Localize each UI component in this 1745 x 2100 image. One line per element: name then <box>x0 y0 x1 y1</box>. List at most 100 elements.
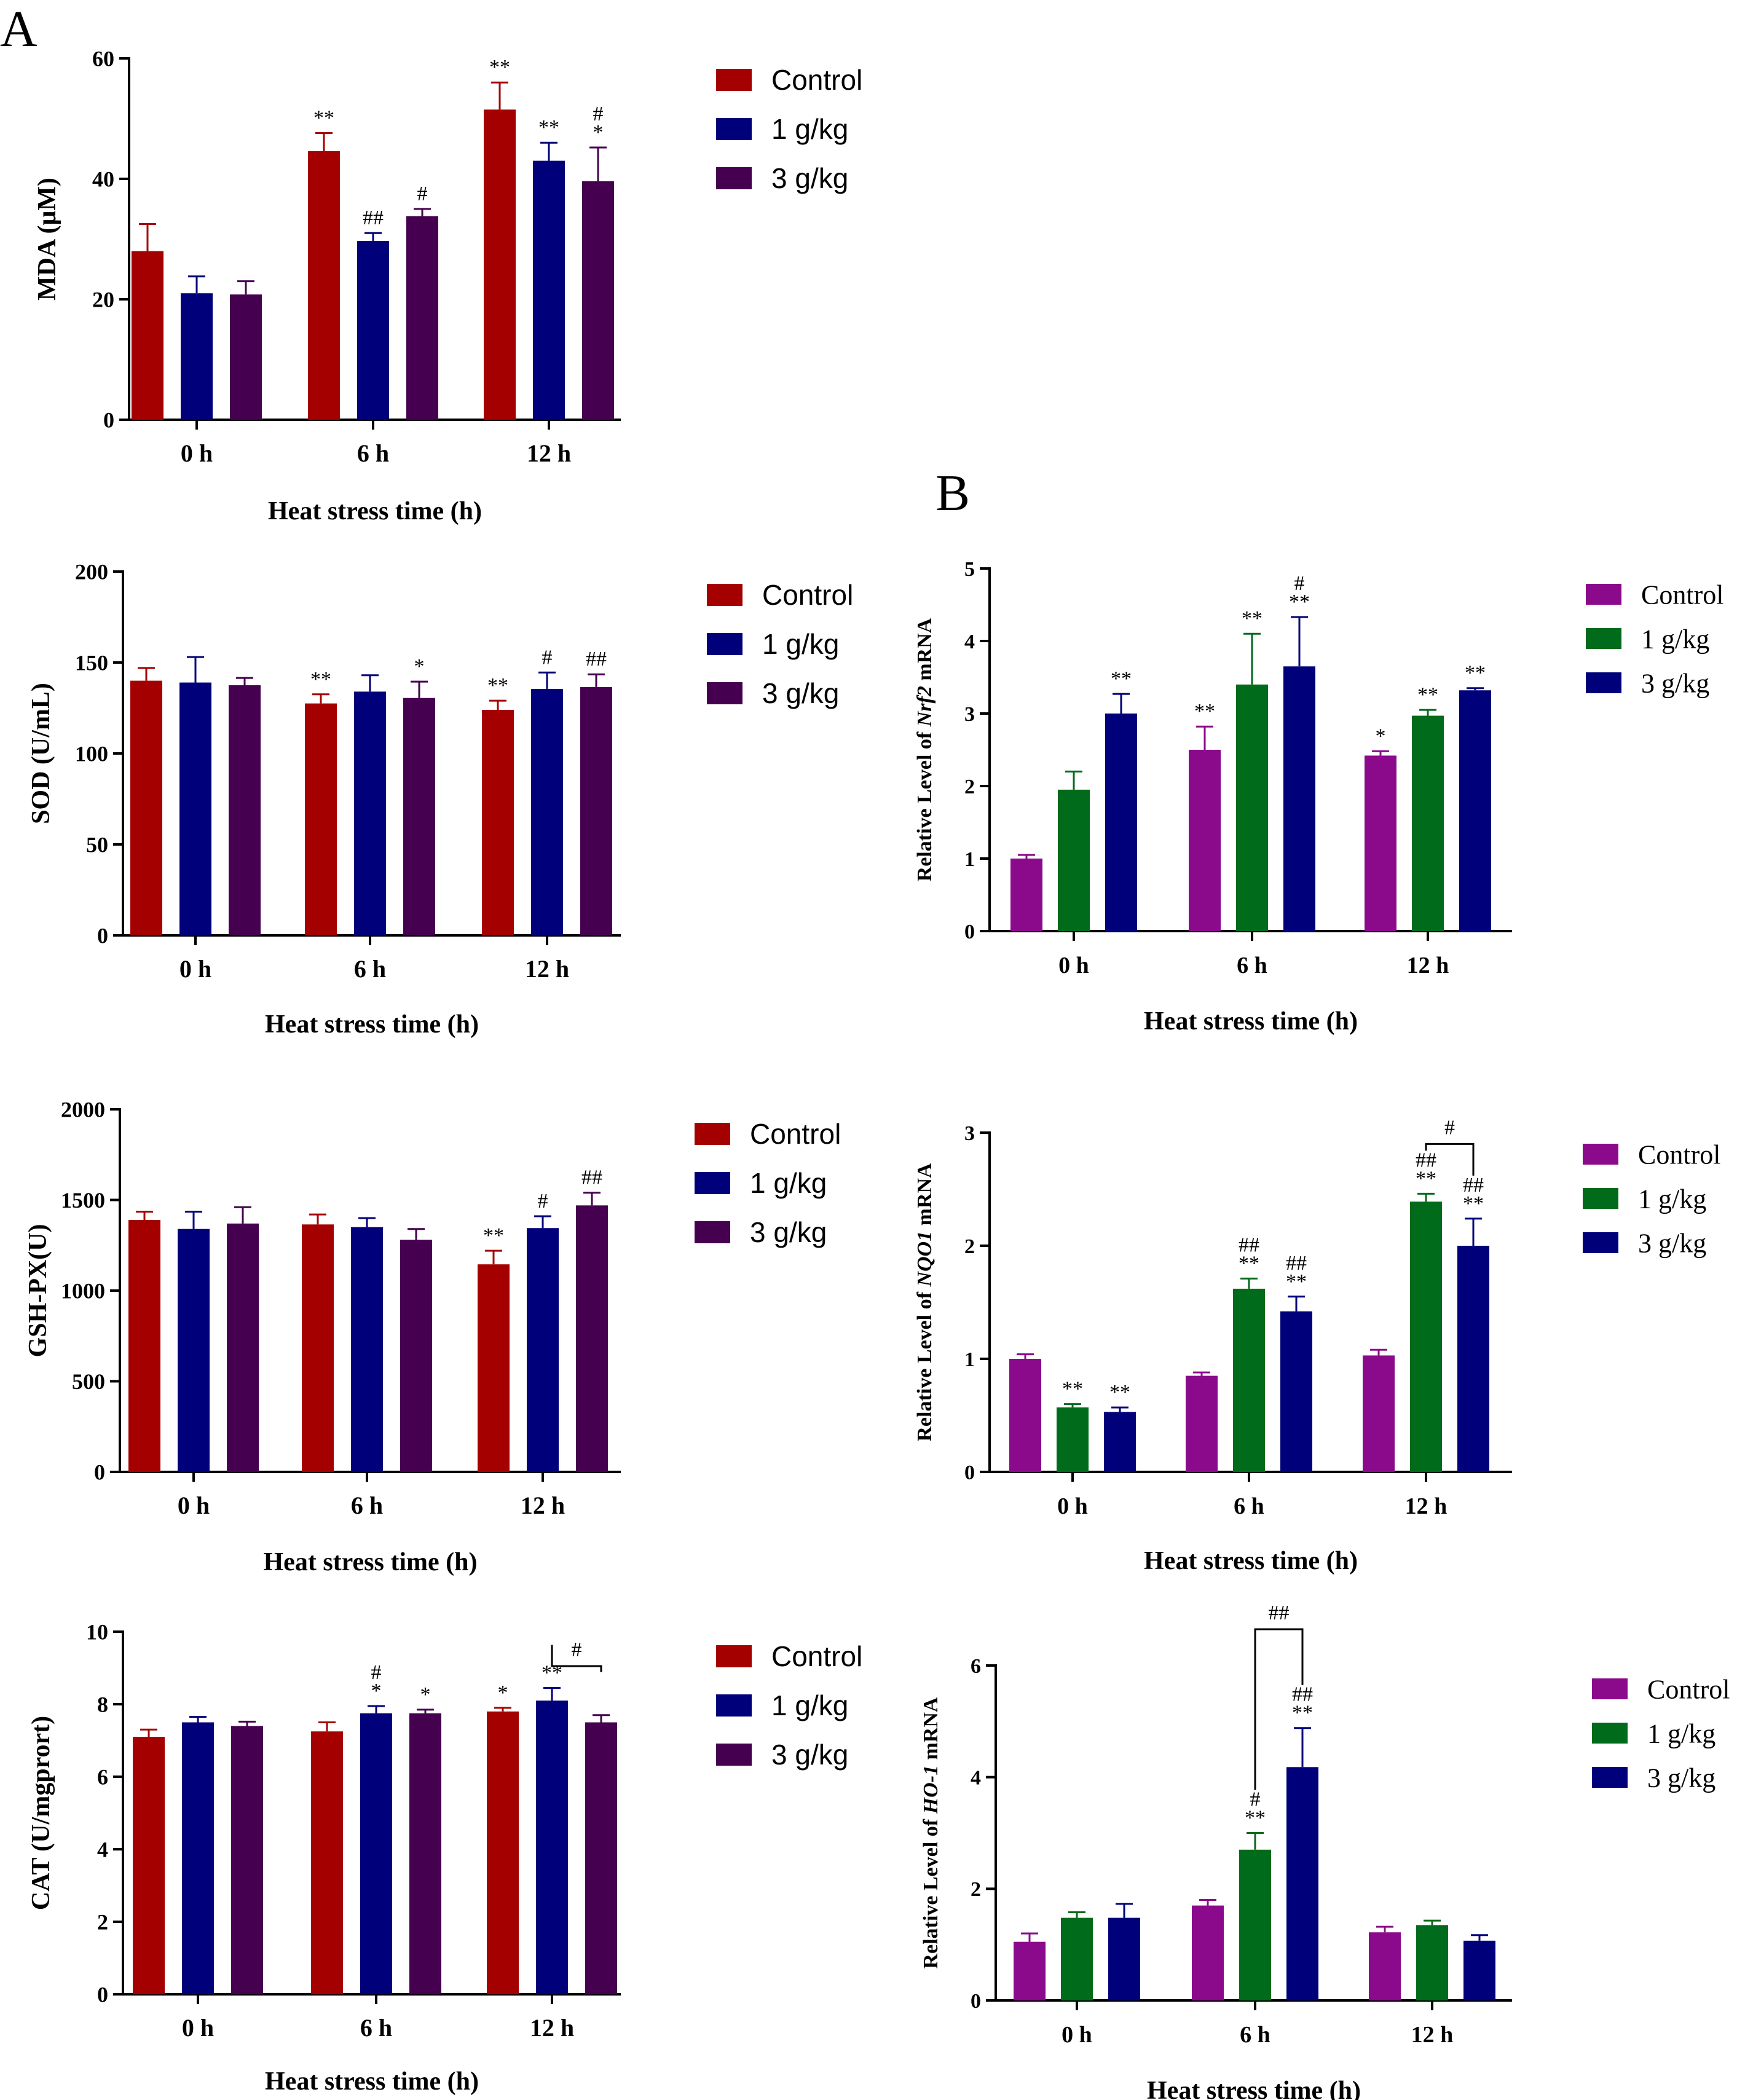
bracket-label: # <box>572 1638 582 1661</box>
y-tick-label: 1 <box>964 1348 975 1371</box>
significance-mark: ** <box>310 668 331 691</box>
y-axis-label: GSH-PX(U) <box>24 1224 52 1358</box>
legend-label: 1 g/kg <box>1647 1718 1715 1748</box>
y-tick-label: 50 <box>86 833 108 857</box>
bar <box>580 686 612 935</box>
x-tick-label: 12 h <box>525 955 569 983</box>
panel-label-a: A <box>0 1 37 58</box>
bar <box>1459 690 1491 931</box>
legend-swatch <box>1592 1767 1628 1788</box>
legend-swatch <box>716 69 752 91</box>
y-tick-label: 60 <box>92 47 114 71</box>
bar <box>179 682 211 935</box>
y-tick-label: 2000 <box>61 1098 105 1122</box>
bar <box>409 1713 441 1994</box>
significance-mark: ** <box>538 116 559 139</box>
bar <box>1410 1201 1442 1472</box>
significance-mark: ** <box>1417 683 1438 706</box>
x-tick-label: 6 h <box>1240 2022 1270 2048</box>
bar <box>406 216 438 420</box>
y-tick-label: 2 <box>97 1910 108 1935</box>
significance-mark: ** <box>313 107 334 130</box>
bar <box>482 709 514 935</box>
y-axis-label: MDA (μM) <box>33 178 61 301</box>
bar <box>1014 1941 1046 2000</box>
legend-swatch <box>716 1645 752 1667</box>
x-axis-label: Heat stress time (h) <box>265 2067 479 2096</box>
significance-mark: ** <box>1109 1381 1130 1404</box>
bar <box>1105 714 1137 931</box>
legend-swatch <box>1583 1144 1618 1165</box>
y-tick-label: 500 <box>72 1369 105 1394</box>
legend-label: 3 g/kg <box>771 162 848 194</box>
y-tick-label: 0 <box>971 1990 981 2013</box>
legend-label: Control <box>750 1118 841 1150</box>
legend-swatch <box>716 167 752 189</box>
legend-label: 1 g/kg <box>762 628 839 660</box>
x-tick-label: 6 h <box>1234 1493 1264 1519</box>
significance-mark: ## <box>363 206 384 229</box>
significance-mark: ## <box>1416 1149 1436 1171</box>
significance-mark: ** <box>1286 1270 1307 1293</box>
bar <box>351 1227 383 1472</box>
y-axis-label-text: SOD (U/mL) <box>27 683 55 824</box>
x-tick-label: 6 h <box>351 1492 383 1519</box>
bar <box>1192 1905 1224 2000</box>
bar <box>1186 1375 1218 1472</box>
significance-mark: ** <box>1062 1378 1083 1401</box>
x-tick-label: 12 h <box>530 2014 574 2042</box>
legend-swatch <box>1592 1723 1628 1744</box>
legend-label: Control <box>771 64 862 96</box>
significance-mark: * <box>1376 725 1386 747</box>
x-tick-label: 6 h <box>357 439 389 467</box>
bar <box>1463 1940 1495 2000</box>
y-tick-label: 0 <box>97 1983 108 2007</box>
legend-swatch <box>1583 1188 1618 1209</box>
legend-label: Control <box>762 579 853 611</box>
y-tick-label: 8 <box>97 1693 108 1717</box>
bar <box>302 1224 334 1472</box>
y-tick-label: 4 <box>97 1838 108 1862</box>
bar <box>533 160 565 420</box>
bar <box>1239 1849 1271 2000</box>
legend-swatch <box>716 1744 752 1766</box>
significance-mark: ** <box>1239 1252 1259 1275</box>
x-tick-label: 0 h <box>1058 953 1089 978</box>
y-tick-label: 3 <box>964 1122 975 1145</box>
bar <box>1058 789 1090 931</box>
x-tick-label: 0 h <box>1062 2022 1092 2048</box>
y-axis-label-gene: HO-1 <box>920 1765 942 1814</box>
x-axis-label: Heat stress time (h) <box>265 1010 479 1039</box>
significance-mark: * <box>593 121 604 144</box>
y-axis-label-gene: NQO1 <box>913 1231 936 1288</box>
bar <box>227 1223 259 1472</box>
y-tick-label: 20 <box>92 288 114 312</box>
bar <box>1457 1246 1489 1472</box>
y-axis-label-suffix: mRNA <box>920 1697 942 1765</box>
bar <box>536 1701 568 1994</box>
x-axis-label: Heat stress time (h) <box>1144 1007 1358 1036</box>
chart-sod: 0 50 100 150 200 0 h 6 h 12 h ** ** # * ## SOD (U/mL)… <box>27 560 853 1039</box>
y-tick-label: 0 <box>97 924 108 948</box>
bar <box>585 1722 617 1994</box>
x-tick-label: 12 h <box>521 1492 565 1519</box>
bar <box>1363 1355 1395 1472</box>
legend-label: 1 g/kg <box>771 1689 848 1721</box>
legend-swatch <box>1583 1232 1618 1253</box>
legend-swatch <box>695 1221 730 1243</box>
bar <box>357 240 389 420</box>
bar <box>360 1713 392 1994</box>
y-tick-label: 150 <box>75 651 108 675</box>
y-axis-label-text: GSH-PX(U) <box>24 1224 52 1358</box>
significance-mark: ## <box>1292 1683 1313 1706</box>
comparison-bracket <box>1254 1628 1304 1790</box>
bar <box>484 109 516 420</box>
y-tick-label: 1 <box>964 848 975 871</box>
bar <box>1009 1359 1041 1472</box>
y-tick-label: 3 <box>964 703 975 726</box>
significance-mark: # <box>538 1190 548 1213</box>
y-tick-label: 6 <box>97 1765 108 1790</box>
x-tick-label: 0 h <box>181 439 213 467</box>
bar <box>229 685 261 935</box>
